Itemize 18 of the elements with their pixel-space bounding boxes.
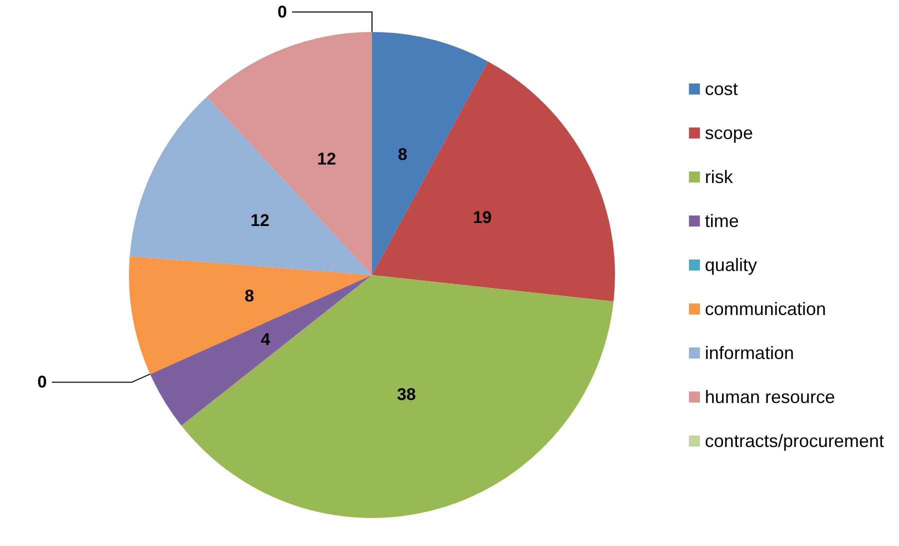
data-label: 8 — [398, 144, 408, 164]
legend-label: communication — [704, 299, 826, 319]
data-label: 38 — [396, 385, 416, 404]
legend-label: information — [704, 343, 794, 363]
legend-label: time — [704, 211, 739, 231]
legend-label: human resource — [704, 387, 835, 407]
legend-label: cost — [704, 79, 738, 99]
legend-label: risk — [704, 167, 734, 187]
legend-label: scope — [704, 123, 753, 143]
text: 0 — [278, 2, 287, 22]
legend-label: contracts/procurement — [704, 431, 884, 451]
data-label: 19 — [472, 208, 492, 227]
data-label: 12 — [317, 150, 336, 169]
text: 0 — [37, 372, 47, 392]
data-label: 8 — [244, 286, 254, 306]
legend-label: quality — [704, 255, 757, 275]
data-label: 12 — [250, 211, 270, 230]
data-label: 4 — [260, 330, 271, 349]
